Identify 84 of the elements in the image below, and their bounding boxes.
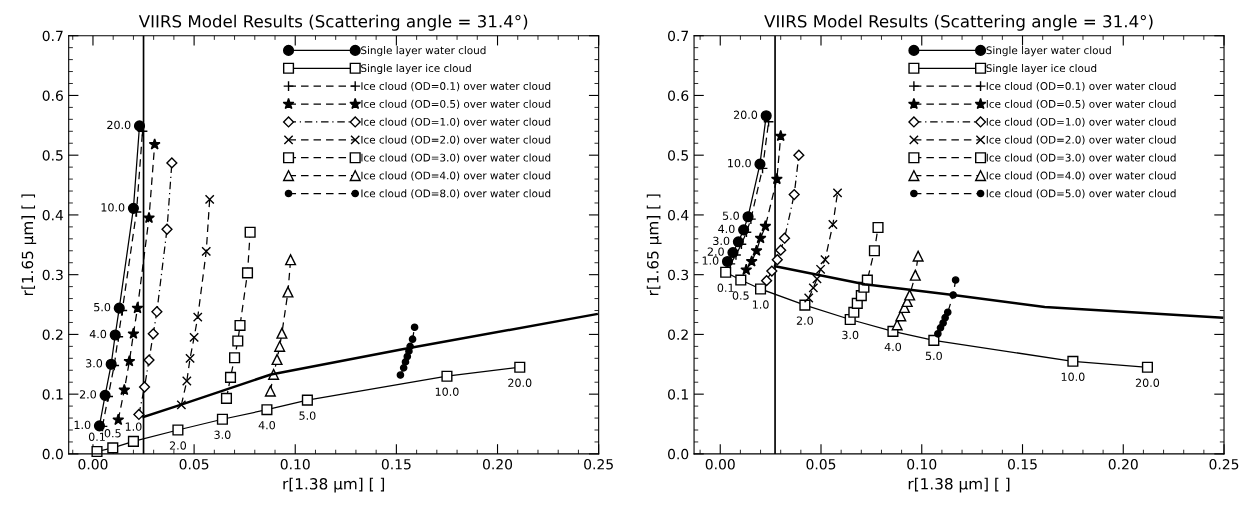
annotation: 0.1 — [717, 283, 734, 292]
y-tick-label: 0.6 — [668, 90, 689, 101]
y-axis-title: r[1.65 μm] [ ] — [646, 194, 662, 296]
y-axis-title: r[1.65 μm] [ ] — [21, 194, 37, 296]
x-tick-label: 0.00 — [705, 459, 735, 470]
annotation: 0.1 — [88, 432, 105, 442]
annotation: 1.0 — [702, 256, 719, 265]
y-tick-label: 0.1 — [42, 389, 63, 400]
annotation: 4.0 — [89, 329, 107, 339]
annotation: 0.5 — [732, 291, 749, 300]
y-tick-label: 0.0 — [42, 448, 63, 460]
y-tick-label: 0.4 — [668, 209, 689, 221]
x-tick-label: 0.10 — [280, 459, 310, 470]
legend-label: Ice cloud (OD=4.0) over water cloud — [986, 171, 1176, 181]
legend-label: Ice cloud (OD=4.0) over water cloud — [361, 171, 551, 181]
y-tick-label: 0.3 — [42, 269, 63, 281]
chart-title: VIIRS Model Results (Scattering angle = 31.4°) — [764, 14, 1153, 31]
annotation: 3.0 — [713, 236, 730, 246]
legend-label: Single layer water cloud — [986, 46, 1111, 57]
y-tick-label: 0.2 — [42, 329, 63, 340]
annotation: 3.0 — [842, 330, 859, 340]
y-tick-label: 0.5 — [42, 150, 63, 161]
x-tick-label: 0.20 — [482, 459, 513, 470]
x-tick-label: 0.10 — [907, 459, 937, 470]
annotation: 2.0 — [169, 441, 187, 450]
annotation: 4.0 — [718, 224, 735, 234]
annotation: 4.0 — [884, 342, 902, 352]
y-tick-label: 0.1 — [668, 389, 688, 400]
legend-label: Ice cloud (OD=2.0) over water cloud — [361, 135, 551, 145]
x-axis-title: r[1.38 μm] [ ] — [908, 477, 1010, 493]
legend-label: Ice cloud (OD=0.1) over water cloud — [986, 81, 1176, 92]
annotation: 5.0 — [299, 411, 316, 420]
annotation: 5.0 — [722, 211, 739, 220]
annotation: 1.0 — [125, 422, 142, 431]
y-tick-label: 0.5 — [668, 150, 688, 161]
legend-label: Ice cloud (OD=0.5) over water cloud — [986, 99, 1176, 110]
legend-label: Single layer ice cloud — [986, 64, 1097, 75]
annotation: 10.0 — [435, 387, 459, 396]
x-tick-label: 0.00 — [78, 459, 108, 470]
annotation: 0.5 — [104, 429, 121, 438]
annotation: 20.0 — [107, 120, 131, 130]
legend-label: Ice cloud (OD=1.0) over water cloud — [986, 117, 1176, 127]
annotation: 3.0 — [214, 430, 231, 439]
y-tick-label: 0.7 — [668, 30, 689, 42]
legend-label: Ice cloud (OD=2.0) over water cloud — [986, 135, 1176, 145]
x-tick-label: 0.05 — [806, 459, 836, 470]
x-tick-label: 0.20 — [1108, 459, 1138, 470]
legend-label: Ice cloud (OD=1.0) over water cloud — [361, 117, 551, 127]
y-tick-label: 0.6 — [42, 90, 63, 101]
y-tick-label: 0.0 — [668, 448, 689, 460]
annotation: 2.0 — [79, 390, 97, 399]
x-tick-label: 0.25 — [1209, 459, 1239, 470]
x-tick-label: 0.25 — [584, 459, 613, 470]
legend-label: Ice cloud (OD=5.0) over water cloud — [986, 189, 1176, 199]
annotation: 3.0 — [86, 359, 103, 368]
y-tick-label: 0.2 — [668, 329, 688, 340]
legend-label: Single layer water cloud — [361, 46, 486, 57]
annotation: 1.0 — [752, 300, 769, 309]
x-tick-label: 0.15 — [1007, 459, 1037, 470]
legend-label: Ice cloud (OD=3.0) over water cloud — [986, 153, 1176, 163]
legend-label: Single layer ice cloud — [361, 64, 471, 75]
chart-title: VIIRS Model Results (Scattering angle = 31.4°) — [138, 14, 528, 31]
legend-label: Ice cloud (OD=0.5) over water cloud — [361, 99, 551, 110]
annotation: 5.0 — [925, 351, 942, 361]
annotation: 1.0 — [74, 420, 91, 430]
annotation: 10.0 — [728, 158, 751, 168]
annotation: 10.0 — [101, 203, 125, 212]
x-tick-label: 0.05 — [179, 459, 209, 470]
x-axis-title: r[1.38 μm] [ ] — [283, 477, 385, 493]
annotation: 20.0 — [733, 110, 758, 119]
x-tick-label: 0.15 — [381, 459, 411, 470]
annotation: 20.0 — [508, 378, 532, 387]
annotation: 2.0 — [707, 247, 724, 256]
legend-label: Ice cloud (OD=8.0) over water cloud — [361, 189, 551, 199]
annotation: 5.0 — [94, 302, 111, 312]
y-tick-label: 0.7 — [42, 30, 63, 42]
annotation: 4.0 — [258, 421, 276, 430]
y-tick-label: 0.4 — [42, 209, 64, 221]
legend-label: Ice cloud (OD=0.1) over water cloud — [361, 81, 551, 92]
annotation: 10.0 — [1061, 372, 1085, 382]
y-tick-label: 0.3 — [668, 269, 689, 281]
annotation: 2.0 — [796, 316, 813, 325]
legend-label: Ice cloud (OD=3.0) over water cloud — [361, 153, 551, 163]
annotation: 20.0 — [1135, 378, 1160, 387]
